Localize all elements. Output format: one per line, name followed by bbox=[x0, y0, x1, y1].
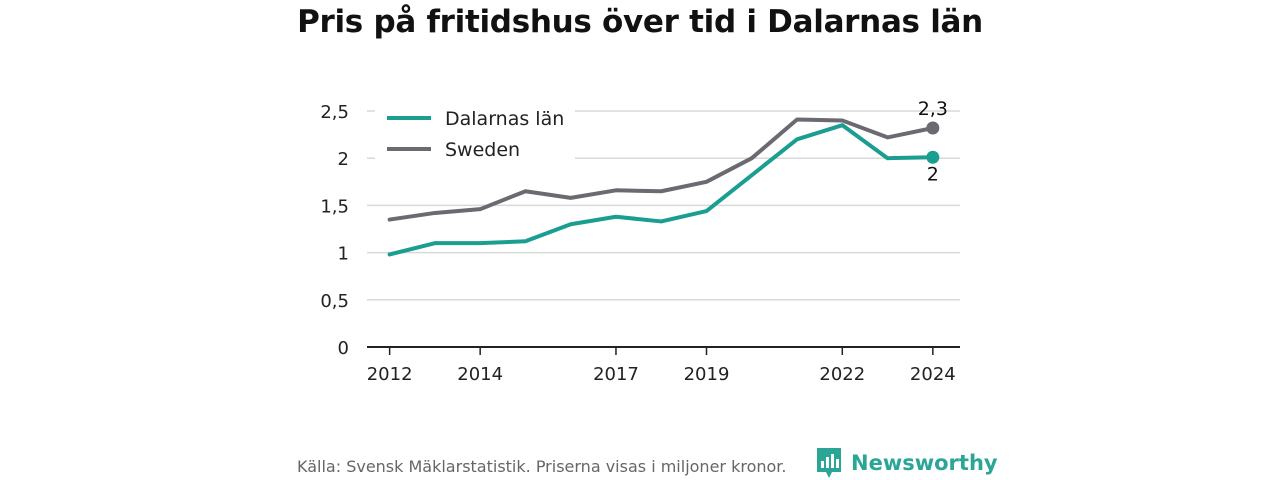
x-tick-label: 2022 bbox=[819, 364, 865, 385]
brand-name: Newsworthy bbox=[851, 451, 998, 475]
series-line-sweden bbox=[387, 117, 935, 222]
y-tick-label: 1,5 bbox=[320, 196, 349, 217]
legend-label: Dalarnas län bbox=[445, 108, 564, 130]
x-tick-label: 2024 bbox=[910, 364, 956, 385]
source-note: Källa: Svensk Mäklarstatistik. Priserna … bbox=[297, 457, 787, 476]
x-axis: 2012 2014 2017 2019 2022 2024 bbox=[367, 346, 960, 385]
y-tick-label: 2,5 bbox=[320, 102, 349, 123]
series-line-dalarna bbox=[387, 123, 935, 257]
legend-background bbox=[375, 98, 575, 162]
x-tick-label: 2014 bbox=[457, 364, 503, 385]
legend-label: Sweden bbox=[445, 139, 520, 161]
end-point-marker bbox=[926, 150, 940, 164]
series-lines bbox=[387, 117, 935, 257]
y-axis-ticks: 0 0,5 1 1,5 2 2,5 bbox=[320, 102, 349, 359]
newsworthy-logo-icon bbox=[817, 448, 841, 478]
newsworthy-logo: Newsworthy bbox=[815, 446, 998, 480]
y-tick-label: 0,5 bbox=[320, 291, 349, 312]
y-tick-label: 2 bbox=[338, 149, 349, 170]
end-points: 22,3 bbox=[918, 98, 948, 185]
x-tick-label: 2017 bbox=[593, 364, 639, 385]
legend: Dalarnas län Sweden bbox=[375, 98, 575, 162]
y-tick-label: 0 bbox=[338, 338, 349, 359]
y-tick-label: 1 bbox=[338, 244, 349, 265]
end-point-label: 2 bbox=[927, 163, 939, 185]
chart-title: Pris på fritidshus över tid i Dalarnas l… bbox=[297, 4, 983, 40]
end-point-label: 2,3 bbox=[918, 98, 948, 120]
end-point-marker bbox=[926, 121, 940, 135]
line-chart: 0 0,5 1 1,5 2 2,5 2012 2014 2017 2019 2022 2024 Da… bbox=[320, 98, 960, 385]
x-tick-label: 2012 bbox=[367, 364, 413, 385]
x-tick-label: 2019 bbox=[684, 364, 730, 385]
